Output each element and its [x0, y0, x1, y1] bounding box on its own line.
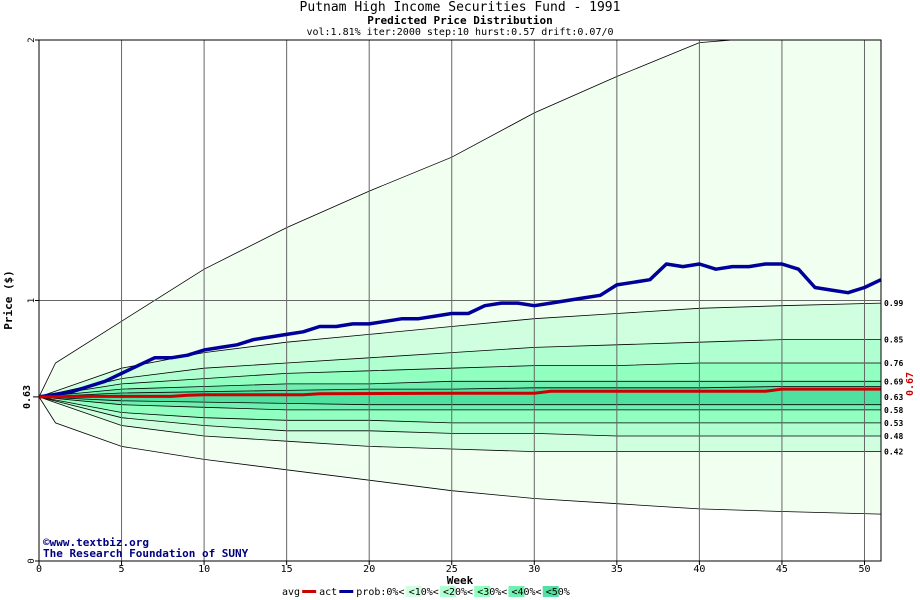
grid-lines: [33, 40, 881, 561]
chart-title: Putnam High Income Securities Fund - 199…: [299, 0, 621, 15]
chart-params: vol:1.81% iter:2000 step:10 hurst:0.57 d…: [306, 27, 614, 38]
x-tick-label: 15: [281, 564, 293, 575]
series-lines: [38, 262, 882, 399]
x-tick-label: 50: [858, 564, 870, 575]
x-tick-label: 5: [119, 564, 125, 575]
legend-band-label: <20%<: [443, 587, 473, 598]
x-axis-label: Week: [447, 574, 474, 587]
probability-bands: [38, 39, 882, 515]
legend-band-swatch: [508, 586, 525, 597]
y-tick-label: 1: [27, 298, 37, 303]
y-axis-label: Price ($): [2, 270, 15, 330]
x-tick-label: 20: [363, 564, 375, 575]
credit-organization: The Research Foundation of SUNY: [43, 547, 249, 560]
percentile-label: 0.99: [884, 299, 903, 308]
band-upper-line: [38, 39, 881, 398]
x-tick-label: 35: [611, 564, 623, 575]
x-tick-label: 10: [198, 564, 210, 575]
percentile-label: 0.63: [884, 393, 903, 402]
percentile-label: 0.85: [884, 336, 903, 345]
legend-act-label: act: [319, 587, 337, 598]
series-act: [38, 262, 882, 399]
chart-subtitle: Predicted Price Distribution: [367, 14, 553, 27]
x-tick-label: 0: [36, 564, 42, 575]
credit-website: ©www.textbiz.org: [43, 536, 149, 549]
legend-band-label: <10%<: [409, 587, 439, 598]
x-tick-label: 25: [446, 564, 458, 575]
percentile-label: 0.76: [884, 359, 903, 368]
legend-band-swatch: [405, 586, 422, 597]
legend-band-label: <40%<: [511, 587, 541, 598]
y-tick-label: 0: [27, 558, 37, 563]
band-lower-line: [38, 396, 882, 515]
percentile-label: 0.48: [884, 432, 903, 441]
legend-band-label: <50%: [546, 587, 570, 598]
percentile-label: 0.69: [884, 377, 903, 386]
y-tick-label: 2: [27, 37, 37, 42]
legend-band-swatch: [439, 586, 456, 597]
percentile-label: 0.58: [884, 406, 903, 415]
legend-band-label: <30%<: [477, 587, 507, 598]
x-tick-label: 45: [776, 564, 788, 575]
percentile-label: 0.42: [884, 448, 903, 457]
end-actual-price-label: 0.67: [905, 372, 916, 396]
labels: Price ($) Week 0.63 0.67 ©www.textbiz.or…: [2, 270, 916, 587]
x-tick-label: 40: [693, 564, 705, 575]
axes: 0 5 10 15 20 25 30 35 40 45 50 0 1 2 0.99 0.85 0.76 0.69 0…: [27, 37, 903, 575]
legend-band-label: prob:0%<: [356, 587, 404, 598]
legend: avg act prob:0%< <10%< <20%< <30%< <40%< <50%: [282, 586, 570, 598]
legend-band-swatch: [542, 586, 559, 597]
x-tick-label: 30: [528, 564, 540, 575]
percentile-label: 0.53: [884, 419, 903, 428]
legend-avg-label: avg: [282, 587, 300, 598]
legend-band-swatch: [474, 586, 491, 597]
series-avg: [39, 387, 881, 399]
start-price-label: 0.63: [22, 385, 33, 409]
